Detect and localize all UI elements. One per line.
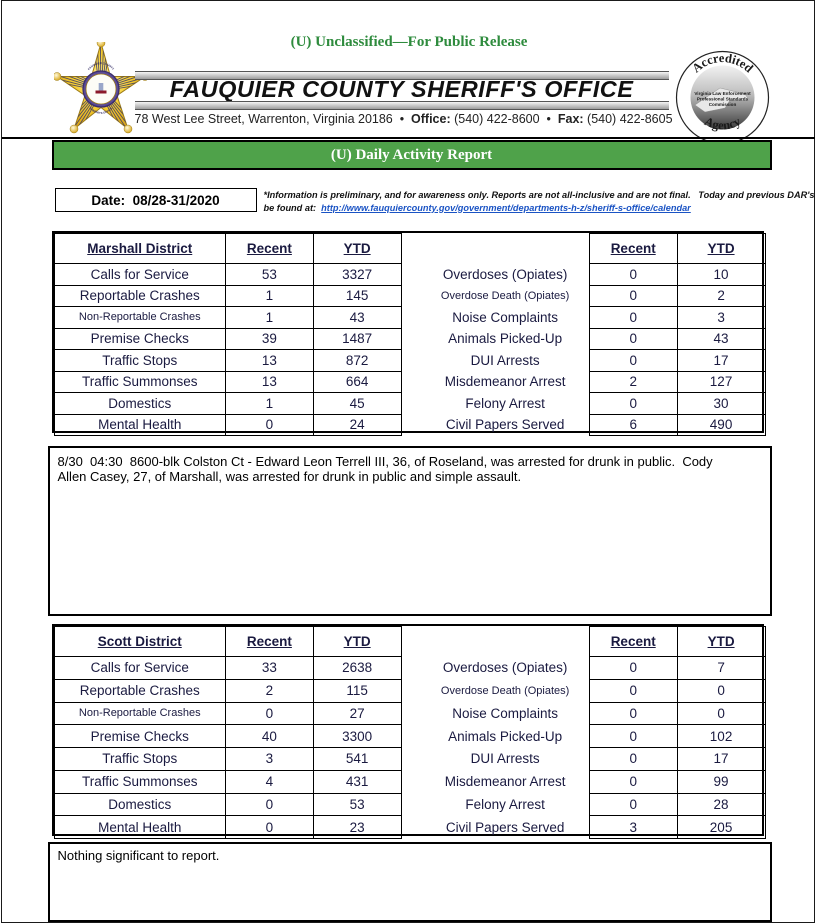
- svg-text:Commission: Commission: [708, 102, 736, 107]
- svg-text:Professional Standards: Professional Standards: [696, 97, 748, 102]
- svg-text:Virginia Law Enforcement: Virginia Law Enforcement: [694, 91, 751, 96]
